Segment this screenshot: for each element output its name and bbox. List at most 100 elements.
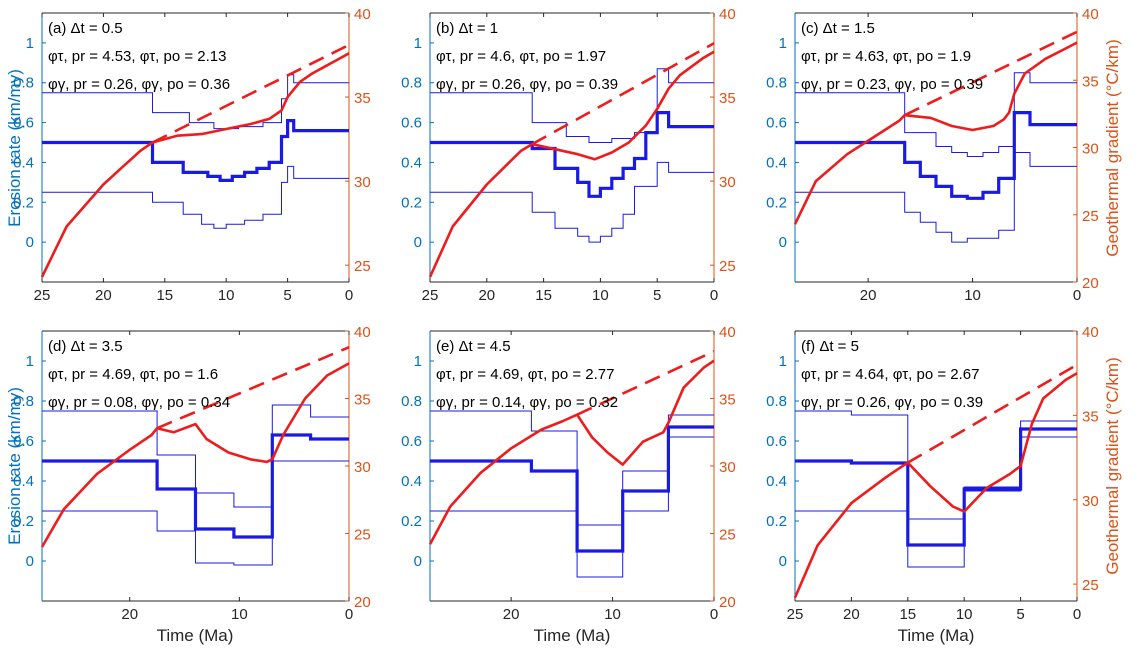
right-y-tick-label: 40 bbox=[354, 324, 371, 341]
series-gradient-dashed bbox=[907, 363, 1078, 464]
x-axis-title: Time (Ma) bbox=[534, 626, 611, 645]
right-y-tick-label: 25 bbox=[719, 527, 736, 544]
series-erosion-median bbox=[42, 433, 349, 539]
series-gradient-dashed bbox=[156, 346, 350, 430]
left-y-tick-label: 0.6 bbox=[766, 115, 787, 132]
left-y-tick-label: 0 bbox=[414, 234, 422, 251]
x-tick-label: 10 bbox=[604, 606, 621, 623]
series-erosion-median bbox=[42, 118, 349, 182]
series-gradient-solid bbox=[428, 50, 715, 278]
series-gradient-dashed bbox=[531, 42, 715, 146]
left-y-tick-label: 0 bbox=[414, 553, 422, 570]
right-axis-title: Geothermal gradient (°C/km) bbox=[1103, 357, 1122, 574]
left-y-tick-label: 0.8 bbox=[401, 393, 422, 410]
right-y-tick-label: 25 bbox=[1082, 208, 1099, 225]
left-y-tick-label: 0.8 bbox=[13, 75, 34, 92]
right-y-tick-label: 35 bbox=[354, 392, 371, 409]
left-y-tick-label: 0.2 bbox=[401, 513, 422, 530]
series-gradient-solid bbox=[428, 359, 715, 545]
x-tick-label: 15 bbox=[156, 287, 173, 304]
left-y-tick-label: 0.2 bbox=[13, 194, 34, 211]
left-y-tick-label: 0.2 bbox=[766, 194, 787, 211]
right-y-tick-label: 20 bbox=[1082, 275, 1099, 292]
left-y-tick-label: 0.6 bbox=[401, 115, 422, 132]
right-y-tick-label: 25 bbox=[354, 258, 371, 275]
series-erosion-lower bbox=[42, 165, 349, 229]
panel-parameters: φγ, pr = 0.14, φγ, po = 0.32 bbox=[436, 394, 618, 411]
x-tick-label: 0 bbox=[710, 287, 718, 304]
series-gradient-dashed bbox=[576, 350, 715, 416]
left-y-tick-label: 0.4 bbox=[401, 154, 422, 171]
series-gradient-solid bbox=[793, 372, 1078, 599]
right-y-tick-label: 30 bbox=[719, 174, 736, 191]
x-tick-label: 0 bbox=[1073, 287, 1081, 304]
right-y-tick-label: 30 bbox=[354, 459, 371, 476]
panel-parameters: φγ, pr = 0.26, φγ, po = 0.39 bbox=[436, 76, 618, 93]
panel-label: (f) Δt = 5 bbox=[801, 338, 859, 355]
panel-parameters: φγ, pr = 0.23, φγ, po = 0.39 bbox=[801, 76, 983, 93]
left-y-tick-label: 0 bbox=[26, 234, 34, 251]
left-y-tick-label: 1 bbox=[414, 35, 422, 52]
left-y-tick-label: 0.8 bbox=[766, 393, 787, 410]
series-erosion-lower bbox=[430, 436, 714, 578]
left-y-tick-label: 0.2 bbox=[766, 513, 787, 530]
left-y-tick-label: 0.4 bbox=[766, 473, 787, 490]
x-tick-label: 0 bbox=[345, 287, 353, 304]
left-y-tick-label: 1 bbox=[779, 35, 787, 52]
left-axis-title: Erosion rate (km/my) bbox=[5, 387, 24, 545]
panel-parameters: φτ, pr = 4.6, φτ, po = 1.97 bbox=[436, 48, 606, 65]
left-y-tick-label: 0.8 bbox=[401, 75, 422, 92]
panel-label: (b) Δt = 1 bbox=[436, 20, 498, 37]
panel-label: (e) Δt = 4.5 bbox=[436, 338, 511, 355]
series-erosion-upper bbox=[430, 68, 714, 143]
right-y-tick-label: 35 bbox=[719, 90, 736, 107]
right-y-tick-label: 30 bbox=[1082, 493, 1099, 510]
left-y-tick-label: 1 bbox=[26, 35, 34, 52]
right-y-tick-label: 40 bbox=[719, 324, 736, 341]
panel-parameters: φτ, pr = 4.69, φτ, po = 2.77 bbox=[436, 366, 614, 383]
right-y-tick-label: 35 bbox=[354, 90, 371, 107]
left-y-tick-label: 1 bbox=[779, 353, 787, 370]
right-y-tick-label: 35 bbox=[719, 392, 736, 409]
x-tick-label: 20 bbox=[843, 606, 860, 623]
x-tick-label: 5 bbox=[1016, 606, 1024, 623]
left-y-tick-label: 0.4 bbox=[401, 473, 422, 490]
x-tick-label: 10 bbox=[218, 287, 235, 304]
series-erosion-lower bbox=[430, 161, 714, 243]
right-y-tick-label: 25 bbox=[354, 527, 371, 544]
series-erosion-lower bbox=[42, 460, 349, 566]
x-tick-label: 10 bbox=[231, 606, 248, 623]
right-y-tick-label: 20 bbox=[719, 594, 736, 611]
right-axis-title: Geothermal gradient (°C/km) bbox=[1103, 39, 1122, 256]
panel-label: (a) Δt = 0.5 bbox=[48, 20, 123, 37]
panel-parameters: φγ, pr = 0.08, φγ, po = 0.34 bbox=[48, 394, 230, 411]
right-y-tick-label: 35 bbox=[1082, 73, 1099, 90]
right-y-tick-label: 30 bbox=[719, 459, 736, 476]
right-y-tick-label: 40 bbox=[1082, 324, 1099, 341]
x-tick-label: 10 bbox=[964, 287, 981, 304]
x-tick-label: 25 bbox=[34, 287, 51, 304]
right-y-tick-label: 40 bbox=[354, 6, 371, 23]
series-erosion-lower bbox=[795, 152, 1077, 243]
left-y-tick-label: 0 bbox=[779, 553, 787, 570]
right-y-tick-label: 25 bbox=[1082, 577, 1099, 594]
x-tick-label: 0 bbox=[345, 606, 353, 623]
x-tick-label: 10 bbox=[592, 287, 609, 304]
x-tick-label: 20 bbox=[503, 606, 520, 623]
panel-label: (c) Δt = 1.5 bbox=[801, 20, 875, 37]
x-tick-label: 15 bbox=[899, 606, 916, 623]
x-tick-label: 20 bbox=[478, 287, 495, 304]
series-erosion-median bbox=[795, 110, 1077, 200]
x-tick-label: 15 bbox=[535, 287, 552, 304]
left-y-tick-label: 0.2 bbox=[401, 194, 422, 211]
series-erosion-upper bbox=[795, 72, 1077, 157]
panel-parameters: φτ, pr = 4.53, φτ, po = 2.13 bbox=[48, 48, 226, 65]
panel-parameters: φτ, pr = 4.63, φτ, po = 1.9 bbox=[801, 48, 971, 65]
x-tick-label: 25 bbox=[787, 606, 804, 623]
x-tick-label: 10 bbox=[956, 606, 973, 623]
panel-parameters: φγ, pr = 0.26, φγ, po = 0.36 bbox=[48, 76, 230, 93]
right-y-tick-label: 30 bbox=[354, 174, 371, 191]
left-y-tick-label: 0.4 bbox=[13, 473, 34, 490]
left-y-tick-label: 0.6 bbox=[13, 115, 34, 132]
right-y-tick-label: 40 bbox=[1082, 6, 1099, 23]
